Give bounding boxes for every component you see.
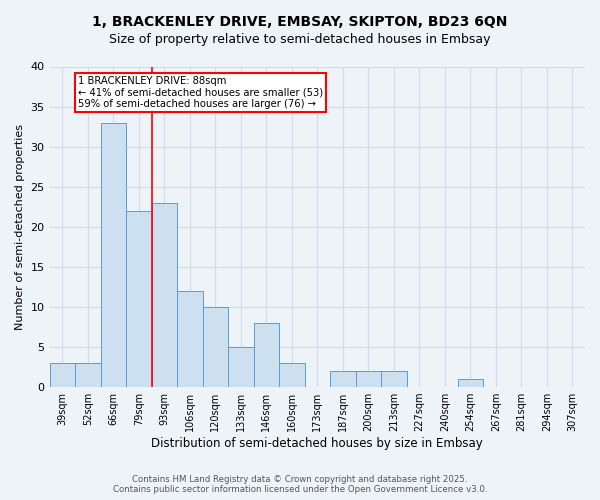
Text: Contains HM Land Registry data © Crown copyright and database right 2025.
Contai: Contains HM Land Registry data © Crown c… (113, 474, 487, 494)
Bar (75, 363, 101, 387)
Bar (203, 307, 228, 387)
Bar (254, 323, 279, 387)
Text: 1 BRACKENLEY DRIVE: 88sqm
← 41% of semi-detached houses are smaller (53)
59% of : 1 BRACKENLEY DRIVE: 88sqm ← 41% of semi-… (77, 76, 323, 110)
Bar (152, 202, 177, 387)
Bar (458, 379, 483, 387)
Bar (228, 347, 254, 387)
Text: Size of property relative to semi-detached houses in Embsay: Size of property relative to semi-detach… (109, 32, 491, 46)
X-axis label: Distribution of semi-detached houses by size in Embsay: Distribution of semi-detached houses by … (151, 437, 483, 450)
Bar (330, 371, 356, 387)
Bar (356, 371, 381, 387)
Y-axis label: Number of semi-detached properties: Number of semi-detached properties (15, 124, 25, 330)
Bar (279, 363, 305, 387)
Bar (101, 122, 126, 387)
Bar (50, 363, 75, 387)
Bar (177, 291, 203, 387)
Bar (126, 211, 152, 387)
Text: 1, BRACKENLEY DRIVE, EMBSAY, SKIPTON, BD23 6QN: 1, BRACKENLEY DRIVE, EMBSAY, SKIPTON, BD… (92, 15, 508, 29)
Bar (381, 371, 407, 387)
